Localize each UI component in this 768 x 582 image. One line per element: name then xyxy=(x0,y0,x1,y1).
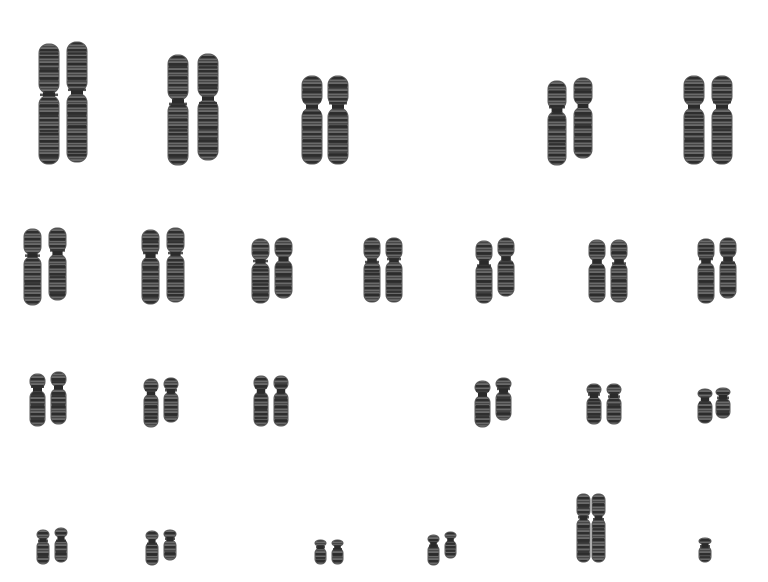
chromatid xyxy=(719,237,737,299)
chromatid xyxy=(314,539,327,565)
chromosome-pair xyxy=(697,387,731,424)
chromatid xyxy=(475,240,493,304)
chromatid xyxy=(497,237,515,297)
chromatid xyxy=(167,54,189,166)
chromosome-pair xyxy=(143,377,179,428)
chromatid xyxy=(143,378,159,428)
chromosome-pair xyxy=(427,531,457,566)
chromatid xyxy=(23,228,42,306)
chromatid xyxy=(576,493,591,563)
chromatid xyxy=(444,531,457,559)
chromatid xyxy=(253,375,269,427)
chromatid xyxy=(166,227,185,303)
chromatid xyxy=(698,537,712,563)
chromatid xyxy=(48,227,67,301)
chromatid xyxy=(547,80,567,166)
chromatid xyxy=(301,75,323,165)
chromatid xyxy=(474,380,491,428)
chromosome-pair xyxy=(301,75,349,165)
chromatid xyxy=(683,75,705,165)
chromatid xyxy=(606,383,622,425)
chromatid xyxy=(36,529,50,565)
chromatid xyxy=(54,527,68,563)
chromatid xyxy=(50,371,67,425)
chromosome-pair xyxy=(253,375,289,427)
chromosome-pair xyxy=(576,493,606,563)
chromosome-pair xyxy=(363,237,403,303)
chromatid xyxy=(197,53,219,161)
chromosome-pair xyxy=(683,75,733,165)
chromatid xyxy=(327,75,349,165)
chromatid xyxy=(331,539,344,565)
chromosome-pair xyxy=(588,239,628,303)
chromatid xyxy=(697,238,715,304)
chromosome-pair xyxy=(167,53,219,166)
chromosome-pair xyxy=(697,237,737,304)
chromatid xyxy=(66,41,88,163)
chromosome-pair xyxy=(314,539,344,565)
chromatid xyxy=(29,373,46,427)
chromosome-pair xyxy=(474,377,512,428)
chromatid xyxy=(251,238,270,304)
chromatid xyxy=(591,493,606,563)
chromatid xyxy=(145,530,159,566)
chromatid xyxy=(427,534,440,566)
chromatid xyxy=(274,237,293,299)
chromosome-pair xyxy=(23,227,67,306)
chromatid xyxy=(141,229,160,305)
chromosome-pair xyxy=(698,537,712,563)
chromosome-pair xyxy=(29,371,67,427)
chromatid xyxy=(385,237,403,303)
chromosome-pair xyxy=(547,77,593,166)
chromatid xyxy=(495,377,512,421)
chromatid xyxy=(588,239,606,303)
chromosome-pair xyxy=(141,227,185,305)
chromatid xyxy=(163,529,177,561)
chromatid xyxy=(573,77,593,159)
chromatid xyxy=(38,43,60,165)
chromatid xyxy=(610,239,628,303)
chromatid xyxy=(586,383,602,425)
chromosome-pair xyxy=(251,237,293,304)
chromatid xyxy=(163,377,179,423)
chromosome-pair xyxy=(475,237,515,304)
chromatid xyxy=(711,75,733,165)
chromatid xyxy=(715,387,731,419)
chromatid xyxy=(363,237,381,303)
chromatid xyxy=(273,375,289,427)
chromosome-set xyxy=(23,41,737,566)
chromosome-pair xyxy=(586,383,622,425)
chromatid xyxy=(697,388,713,424)
chromosome-pair xyxy=(38,41,88,165)
chromosome-pair xyxy=(145,529,177,566)
chromosome-pair xyxy=(36,527,68,565)
